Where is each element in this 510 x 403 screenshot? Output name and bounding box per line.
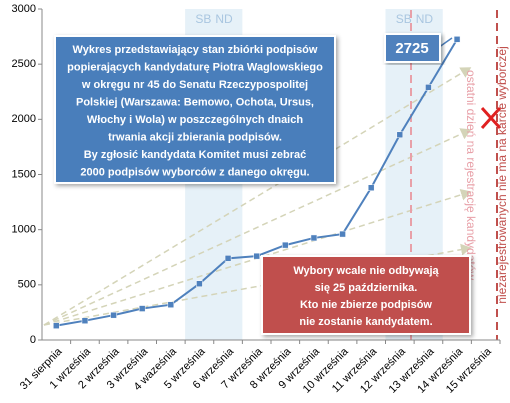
- point: [425, 84, 432, 91]
- point: [310, 234, 318, 242]
- weekend-label: SB: [195, 12, 211, 26]
- point: [53, 322, 60, 329]
- info-line: Polskiej (Warszawa: Bemowo, Ochota, Ursu…: [76, 96, 314, 108]
- warning-line: Wybory wcale nie odbywają: [293, 265, 439, 277]
- excluded-label: niezarejestrowanych nie ma na karcie wyb…: [495, 46, 509, 303]
- warning-line: się 25 października.: [315, 282, 418, 294]
- warning-line: nie zostanie kandydatem.: [299, 316, 432, 328]
- y-tick-label: 0: [30, 334, 36, 346]
- info-line: w okręgu nr 45 do Senatu Rzeczypospolite…: [81, 79, 308, 91]
- y-tick-label: 2500: [12, 58, 36, 70]
- point: [81, 317, 89, 324]
- warning-box-bg: [261, 255, 471, 335]
- info-line: trwania akcji zbierania podpisów.: [108, 131, 282, 143]
- point: [224, 255, 232, 262]
- weekend-label: ND: [215, 12, 233, 26]
- point: [138, 305, 146, 312]
- info-box: Wykres przedstawiający stan zbiórki podp…: [54, 35, 336, 184]
- callout-bg: [384, 33, 441, 63]
- info-line: Włochy i Wola) w poszczególnych dnaich: [87, 114, 303, 126]
- point: [167, 301, 175, 308]
- info-line: By zgłosić kandydata Komitet musi zebrać: [84, 149, 307, 161]
- y-tick-label: 500: [18, 279, 36, 291]
- point: [396, 131, 404, 139]
- callout: 2725: [384, 33, 453, 63]
- point: [367, 184, 375, 191]
- point: [453, 36, 461, 43]
- point: [196, 280, 203, 287]
- info-box-bg: [54, 35, 336, 184]
- warning-line: Kto nie zbierze podpisów: [300, 299, 432, 311]
- red-x: [480, 106, 502, 130]
- info-line: Wykres przedstawiający stan zbiórki podp…: [73, 44, 318, 56]
- info-line: popierających kandydaturę Piotra Waglows…: [67, 61, 323, 73]
- weekend-label: ND: [416, 12, 434, 26]
- deadline-label: ostatni dzień na rejestrację kandydatów: [464, 70, 478, 280]
- warning-box: Wybory wcale nie odbywają się 25 paździer…: [261, 255, 471, 335]
- point: [253, 252, 260, 260]
- point: [110, 311, 117, 319]
- weekend-label: SB: [396, 12, 412, 26]
- callout-text: 2725: [395, 40, 428, 57]
- y-tick-label: 1000: [12, 224, 36, 236]
- point: [339, 230, 346, 238]
- y-tick-label: 2000: [12, 113, 36, 125]
- y-tick-label: 3000: [12, 3, 36, 15]
- info-line: 2000 podpisów wyborców z danego okręgu.: [80, 166, 309, 178]
- point: [282, 241, 289, 249]
- y-tick-label: 1500: [12, 168, 36, 180]
